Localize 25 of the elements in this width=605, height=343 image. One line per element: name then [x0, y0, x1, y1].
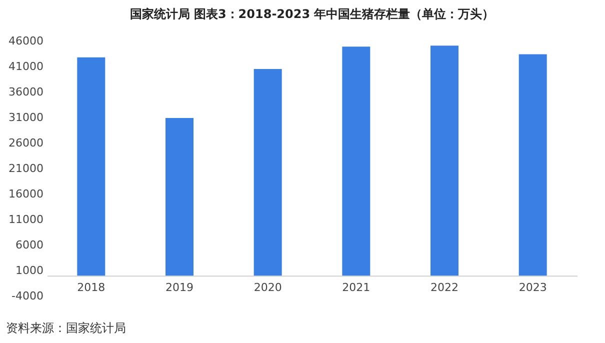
x-tick-label: 2023: [518, 281, 547, 294]
chart-title: 国家统计局 图表3：2018-2023 年中国生猪存栏量（单位：万头）: [130, 7, 494, 21]
y-tick-label: 21000: [8, 162, 44, 175]
y-tick-label: 26000: [8, 136, 44, 150]
bar: [518, 54, 547, 276]
x-tick-label: 2018: [77, 281, 106, 294]
x-tick-label: 2022: [430, 281, 458, 294]
x-tick-label: 2020: [254, 281, 282, 294]
y-tick-label: 31000: [8, 111, 44, 124]
x-tick-label: 2019: [166, 281, 194, 294]
bar: [430, 46, 458, 276]
y-tick-label: 6000: [16, 238, 44, 252]
y-tick-label: 1000: [16, 264, 44, 277]
y-tick-label: 11000: [8, 213, 44, 226]
bar: [77, 57, 106, 276]
y-tick-label: 46000: [8, 34, 44, 48]
y-tick-label: 41000: [8, 60, 44, 73]
y-tick-label: 16000: [8, 188, 44, 200]
bar: [254, 69, 282, 276]
y-tick-label: -4000: [12, 290, 44, 302]
bar: [342, 46, 370, 276]
y-tick-label: 36000: [8, 86, 44, 98]
bar: [166, 118, 194, 276]
text: 资料来源：国家统计局: [6, 320, 126, 337]
x-tick-label: 2021: [342, 281, 370, 294]
